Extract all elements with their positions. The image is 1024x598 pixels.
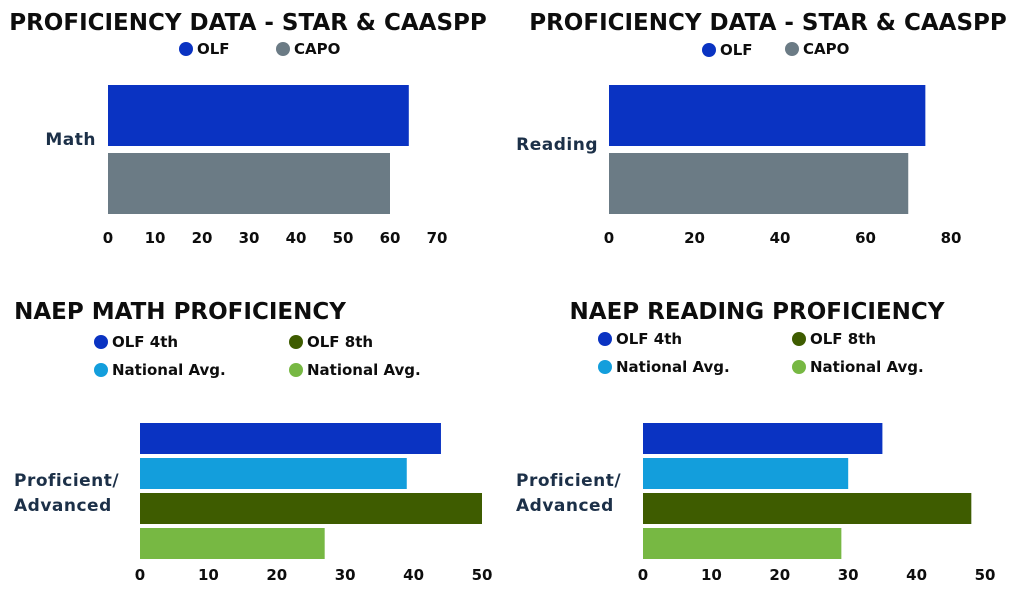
bar-national-avg (643, 528, 842, 559)
tick-label: 50 (975, 566, 996, 584)
legend-label: CAPO (294, 40, 340, 58)
legend-label: OLF 8th (810, 330, 876, 348)
tick-label: 60 (380, 229, 401, 247)
tick-label: 40 (906, 566, 927, 584)
chart-1: PROFICIENCY DATA - STAR & CAASPP OLF CAPO 0… (9, 10, 487, 247)
legend-label: OLF 4th (616, 330, 682, 348)
legend-marker (94, 335, 108, 349)
category-label: Proficient/ (516, 471, 621, 491)
tick-label: 0 (638, 566, 648, 584)
tick-label: 50 (333, 229, 354, 247)
legend-marker (276, 42, 290, 56)
chart-4: NAEP READING PROFICIENCY OLF 4th National … (516, 299, 995, 584)
legend-label: CAPO (803, 40, 849, 58)
tick-label: 60 (855, 229, 876, 247)
category-label: Reading (516, 135, 598, 155)
tick-label: 30 (335, 566, 356, 584)
legend-marker (289, 363, 303, 377)
legend-marker (289, 335, 303, 349)
category-label: Advanced (14, 496, 112, 516)
tick-label: 40 (286, 229, 307, 247)
category-label: Proficient/ (14, 471, 119, 491)
tick-label: 20 (684, 229, 705, 247)
tick-label: 80 (941, 229, 962, 247)
tick-label: 40 (403, 566, 424, 584)
legend-marker (598, 360, 612, 374)
legend-label: OLF (720, 41, 753, 59)
legend-label: National Avg. (810, 358, 924, 376)
tick-label: 0 (604, 229, 614, 247)
tick-label: 10 (701, 566, 722, 584)
bar-national-avg (140, 528, 325, 559)
tick-label: 70 (427, 229, 448, 247)
legend-marker (94, 363, 108, 377)
legend-marker (792, 360, 806, 374)
bar-capo (609, 153, 909, 214)
tick-label: 10 (198, 566, 219, 584)
bar-olf-4th (140, 423, 441, 454)
bar-olf (609, 85, 926, 146)
legend-marker (792, 332, 806, 346)
tick-label: 0 (135, 566, 145, 584)
legend-marker (702, 43, 716, 57)
tick-label: 20 (266, 566, 287, 584)
legend-label: OLF 8th (307, 333, 373, 351)
legend-marker (179, 42, 193, 56)
legend-label: OLF 4th (112, 333, 178, 351)
bar-capo (108, 153, 390, 214)
legend-marker (598, 332, 612, 346)
chart-title: PROFICIENCY DATA - STAR & CAASPP (9, 10, 487, 36)
tick-label: 30 (239, 229, 260, 247)
tick-label: 20 (769, 566, 790, 584)
legend-label: National Avg. (616, 358, 730, 376)
chart-2: PROFICIENCY DATA - STAR & CAASPP OLF CAPO 0… (516, 10, 1007, 247)
chart-title: PROFICIENCY DATA - STAR & CAASPP (529, 10, 1007, 36)
legend-marker (785, 42, 799, 56)
category-label: Advanced (516, 496, 614, 516)
bar-olf-8th (643, 493, 972, 524)
chart-title: NAEP MATH PROFICIENCY (14, 299, 346, 325)
tick-label: 10 (145, 229, 166, 247)
bar-olf-4th (643, 423, 883, 454)
chart-3: NAEP MATH PROFICIENCY OLF 4th National Avg… (14, 299, 492, 584)
tick-label: 40 (770, 229, 791, 247)
legend-label: National Avg. (112, 361, 226, 379)
bar-olf-8th (140, 493, 482, 524)
legend-label: National Avg. (307, 361, 421, 379)
bar-national-avg (140, 458, 407, 489)
tick-label: 0 (103, 229, 113, 247)
bar-olf (108, 85, 409, 146)
bar-national-avg (643, 458, 849, 489)
legend-label: OLF (197, 40, 230, 58)
chart-title: NAEP READING PROFICIENCY (570, 299, 945, 325)
tick-label: 20 (192, 229, 213, 247)
tick-label: 30 (838, 566, 859, 584)
category-label: Math (45, 130, 96, 150)
tick-label: 50 (472, 566, 493, 584)
